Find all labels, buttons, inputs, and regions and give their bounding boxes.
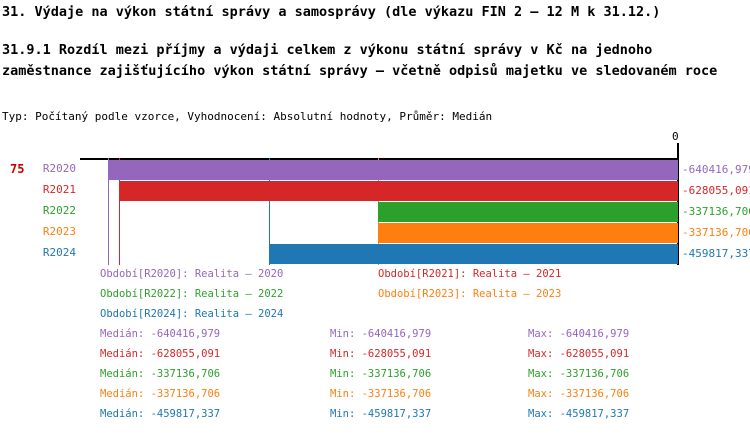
bar-r2021[interactable] (119, 181, 678, 201)
bar-r2024[interactable] (268, 244, 678, 264)
gridline-r2020 (108, 158, 110, 265)
bar-row[interactable]: R2022 -337136,706 (0, 202, 750, 222)
page-subtitle: 31.9.1 Rozdíl mezi příjmy a výdaji celke… (2, 42, 718, 79)
legend-item-r2021[interactable]: Období[R2021]: Realita – 2021 (378, 268, 562, 280)
category-label-r2022: R2022 (42, 204, 76, 217)
legend-stat-median-r2021: Medián: -628055,091 (100, 348, 221, 360)
bar-value-label-r2023: -337136,706 (682, 226, 750, 239)
legend-stat-median-r2022: Medián: -337136,706 (100, 368, 221, 380)
chart-legend: Období[R2020]: Realita – 2020 Období[R202… (0, 268, 750, 428)
bar-row[interactable]: R2020 -640416,979 (0, 160, 750, 180)
legend-stat-max-r2020: Max: -640416,979 (528, 328, 630, 340)
legend-stat-min-r2021: Min: -628055,091 (330, 348, 432, 360)
bar-r2022[interactable] (377, 202, 678, 222)
chart-top-rule (80, 158, 678, 160)
chart-meta-line: Typ: Počítaný podle vzorce, Vyhodnocení:… (2, 110, 493, 123)
gridline-r2024 (268, 158, 270, 265)
legend-stat-max-r2024: Max: -459817,337 (528, 408, 630, 420)
legend-stat-max-r2022: Max: -337136,706 (528, 368, 630, 380)
legend-stat-min-r2024: Min: -459817,337 (330, 408, 432, 420)
legend-item-r2022[interactable]: Období[R2022]: Realita – 2022 (100, 288, 284, 300)
legend-item-r2024[interactable]: Období[R2024]: Realita – 2024 (100, 308, 284, 320)
category-label-r2020: R2020 (42, 162, 76, 175)
category-label-r2021: R2021 (42, 183, 76, 196)
gridline-r2021 (119, 158, 121, 265)
bar-value-label-r2021: -628055,091 (682, 184, 750, 197)
category-label-r2023: R2023 (42, 225, 76, 238)
bar-row[interactable]: R2021 -628055,091 (0, 181, 750, 201)
legend-stat-min-r2020: Min: -640416,979 (330, 328, 432, 340)
legend-stat-min-r2023: Min: -337136,706 (330, 388, 432, 400)
bar-value-label-r2020: -640416,979 (682, 163, 750, 176)
legend-stat-min-r2022: Min: -337136,706 (330, 368, 432, 380)
record-count-badge: 75 (10, 162, 25, 176)
page-title: 31. Výdaje na výkon státní správy a samo… (2, 4, 661, 20)
legend-stat-max-r2021: Max: -628055,091 (528, 348, 630, 360)
legend-stat-median-r2020: Medián: -640416,979 (100, 328, 221, 340)
bar-r2023[interactable] (377, 223, 678, 243)
bar-r2020[interactable] (108, 160, 678, 180)
legend-item-r2020[interactable]: Období[R2020]: Realita – 2020 (100, 268, 284, 280)
bar-value-label-r2022: -337136,706 (682, 205, 750, 218)
legend-stat-median-r2023: Medián: -337136,706 (100, 388, 221, 400)
bar-chart: 0 R2020 -640416,979 R2021 -628055,091 R2022 -… (0, 130, 750, 270)
bar-value-label-r2024: -459817,337 (682, 247, 750, 260)
axis-tick-zero: 0 (672, 130, 679, 143)
zero-axis-line (677, 143, 679, 265)
bar-row[interactable]: R2024 -459817,337 (0, 244, 750, 264)
category-label-r2024: R2024 (42, 246, 76, 259)
legend-stat-max-r2023: Max: -337136,706 (528, 388, 630, 400)
legend-stat-median-r2024: Medián: -459817,337 (100, 408, 221, 420)
legend-item-r2023[interactable]: Období[R2023]: Realita – 2023 (378, 288, 562, 300)
bar-row[interactable]: R2023 -337136,706 (0, 223, 750, 243)
